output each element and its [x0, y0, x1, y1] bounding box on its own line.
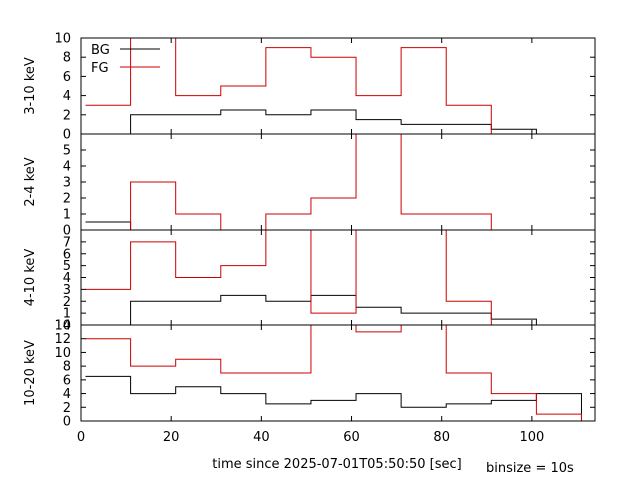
- y-tick-label: 2: [63, 192, 71, 207]
- y-tick-label: 0: [63, 415, 71, 430]
- y-tick-label: 7: [63, 235, 71, 250]
- panel-1: 0 2 4 6 8 10 3-10 keV BG FG: [23, 32, 596, 143]
- y-axis-label: 2-4 keV: [23, 157, 38, 206]
- x-tick-label: 100: [519, 430, 544, 445]
- series-fg-line: [85, 38, 492, 134]
- y-tick-label: 4: [63, 387, 71, 402]
- y-tick-label: 1: [63, 307, 71, 322]
- x-tick-labels: 0 20 40 60 80 100: [77, 430, 544, 445]
- series-fg-line: [85, 230, 492, 325]
- y-tick-label: 6: [63, 373, 71, 388]
- panel-frame: [80, 37, 596, 135]
- y-tick-label: 6: [63, 247, 71, 262]
- y-tick-label: 8: [63, 51, 71, 66]
- legend-entry-bg: BG: [91, 43, 110, 58]
- y-tick-label: 8: [63, 360, 71, 375]
- y-tick-label: 3: [63, 283, 71, 298]
- series-fg-line: [85, 134, 492, 230]
- y-axis-label: 3-10 keV: [23, 57, 38, 115]
- y-tick-label: 10: [54, 32, 71, 47]
- y-tick-label: 10: [54, 346, 71, 361]
- x-tick-label: 20: [163, 430, 180, 445]
- y-tick-label: 2: [63, 295, 71, 310]
- binsize-label: binsize = 10s: [486, 461, 574, 476]
- y-tick-label: 1: [63, 208, 71, 223]
- series-bg-line: [85, 375, 582, 421]
- y-tick-label: 5: [63, 259, 71, 274]
- y-axis-label: 4-10 keV: [23, 249, 38, 307]
- panel-frame: [80, 229, 596, 326]
- y-tick-label: 2: [63, 401, 71, 416]
- y-tick-label: 4: [63, 271, 71, 286]
- series-fg-line: [85, 325, 582, 421]
- y-tick-label: 5: [63, 144, 71, 159]
- y-tick-label: 0: [63, 224, 71, 239]
- legend-entry-fg: FG: [91, 61, 109, 76]
- legend: BG FG: [91, 43, 160, 76]
- y-tick-label: 14: [54, 319, 71, 334]
- x-tick-label: 60: [343, 430, 360, 445]
- y-tick-label: 0: [63, 319, 71, 334]
- x-tick-label: 80: [433, 430, 450, 445]
- y-tick-label: 4: [63, 160, 71, 175]
- y-axis-label: 10-20 keV: [23, 340, 38, 406]
- series-bg-line: [81, 109, 537, 134]
- x-axis-label: time since 2025-07-01T05:50:50 [sec]: [212, 457, 461, 472]
- panel-frame: [80, 324, 596, 422]
- y-tick-label: 2: [63, 108, 71, 123]
- x-tick-label: 0: [77, 430, 85, 445]
- y-tick-label: 12: [54, 332, 71, 347]
- y-tick-label: 4: [63, 89, 71, 104]
- y-tick-label: 3: [63, 176, 71, 191]
- x-tick-label: 40: [253, 430, 270, 445]
- y-tick-label: 0: [63, 128, 71, 143]
- y-tick-label: 6: [63, 70, 71, 85]
